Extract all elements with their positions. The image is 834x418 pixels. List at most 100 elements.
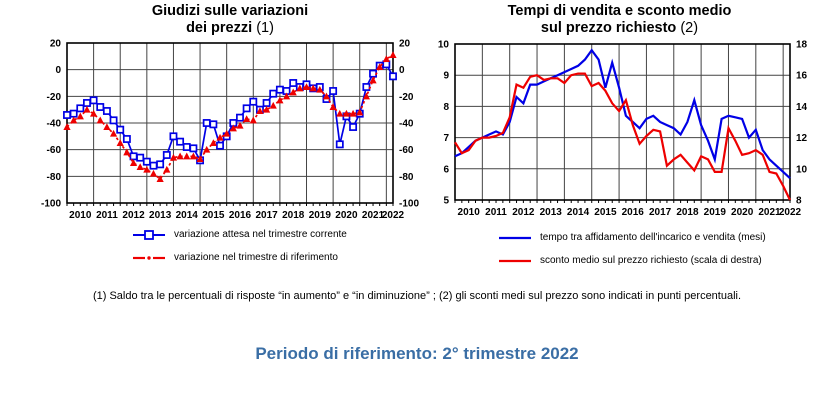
- axis-tick-label: 2011: [485, 207, 507, 218]
- axis-tick-label: -80: [47, 172, 62, 183]
- axis-tick-label: -60: [399, 145, 414, 156]
- legend-label: variazione nel trimestre di riferimento: [174, 252, 338, 263]
- axis-tick-label: 10: [438, 40, 450, 51]
- series-marker: [96, 116, 104, 124]
- series-marker: [342, 109, 351, 117]
- series-marker: [289, 79, 298, 87]
- series-marker: [282, 92, 291, 100]
- axis-tick-label: -60: [47, 145, 62, 156]
- axis-tick-label: -80: [399, 172, 414, 183]
- series-marker: [322, 92, 331, 100]
- axis-tick-label: -20: [47, 92, 62, 103]
- series-marker: [76, 104, 85, 113]
- series-marker: [256, 107, 264, 114]
- series-marker: [169, 153, 178, 161]
- series-marker: [63, 123, 71, 130]
- axis-tick-label: -20: [399, 92, 414, 103]
- series-marker: [349, 109, 357, 117]
- series-marker: [316, 85, 324, 93]
- legend-blue-line-icon: [499, 236, 531, 240]
- series-marker: [83, 99, 91, 107]
- axis-tick-label: 2013: [540, 207, 563, 218]
- series-marker: [123, 148, 131, 156]
- series-marker: [362, 92, 370, 100]
- series-marker: [389, 72, 397, 81]
- right-chart-title: Tempi di vendita e sconto medio sul prez…: [447, 3, 792, 37]
- axis-tick-label: 2014: [567, 207, 590, 218]
- left-chart-title-footref: (1): [256, 20, 274, 36]
- axis-tick-label: 2020: [335, 210, 358, 221]
- series-marker: [69, 109, 78, 118]
- axis-tick-label: 16: [796, 71, 808, 82]
- axis-tick-label: 2021: [362, 210, 385, 221]
- legend-label: tempo tra affidamento dell'incarico e ve…: [540, 232, 766, 243]
- series-marker: [116, 125, 125, 134]
- axis-tick-label: -40: [47, 119, 62, 130]
- axis-tick-label: 12: [796, 133, 808, 144]
- left-chart-canvas: 200-20-40-60-80-100200-20-40-60-80-10020…: [41, 39, 419, 222]
- axis-tick-label: 2011: [96, 210, 118, 221]
- series-marker: [382, 60, 391, 69]
- left-chart-title-line2: dei prezzi (1): [60, 20, 400, 37]
- series-marker: [262, 105, 271, 113]
- series-marker: [329, 87, 338, 95]
- left-chart-title: Giudizi sulle variazioni dei prezzi (1): [60, 3, 400, 37]
- axis-tick-label: 6: [443, 164, 449, 175]
- axis-tick-label: 7: [443, 133, 449, 144]
- series-marker: [63, 111, 71, 119]
- axis-tick-label: 2022: [779, 207, 802, 218]
- series-marker: [136, 153, 145, 162]
- legend-row: variazione nel trimestre di riferimento: [132, 253, 347, 263]
- axis-tick-label: -100: [399, 199, 419, 210]
- series-marker: [169, 132, 178, 141]
- legend-label: sconto medio sul prezzo richiesto (scala…: [540, 255, 762, 266]
- series-marker: [89, 96, 98, 105]
- series-marker: [189, 144, 198, 153]
- legend-row: sconto medio sul prezzo richiesto (scala…: [498, 256, 766, 266]
- legend-red-dashdot-icon: [133, 256, 165, 260]
- series-marker: [182, 143, 191, 151]
- series-marker: [362, 83, 371, 91]
- series-marker: [296, 84, 304, 92]
- series-marker: [335, 140, 344, 149]
- axis-tick-label: 2012: [512, 207, 535, 218]
- axis-tick-label: 2019: [309, 210, 332, 221]
- series-line: [454, 72, 791, 201]
- series-marker: [275, 85, 284, 94]
- axis-tick-label: 8: [796, 196, 802, 207]
- axis-tick-label: 2010: [69, 210, 92, 221]
- axis-tick-label: 10: [796, 164, 808, 175]
- series-marker: [143, 165, 151, 173]
- axis-tick-label: 2010: [458, 207, 481, 218]
- left-chart-legend: variazione attesa nel trimestre corrente…: [132, 230, 347, 276]
- series-marker: [183, 152, 191, 160]
- left-chart-title-text: dei prezzi: [186, 20, 253, 36]
- axis-tick-label: 2022: [382, 210, 405, 221]
- left-chart-title-line1: Giudizi sulle variazioni: [151, 3, 309, 19]
- axis-tick-label: -100: [41, 199, 61, 210]
- series-marker: [336, 109, 344, 117]
- axis-tick-label: 8: [443, 102, 449, 113]
- legend-label: variazione attesa nel trimestre corrente: [174, 229, 347, 240]
- axis-tick-label: 9: [443, 71, 449, 82]
- series-marker: [102, 107, 111, 115]
- axis-tick-label: 2016: [229, 210, 252, 221]
- series-marker: [176, 137, 185, 146]
- right-chart-title-line2: sul prezzo richiesto (2): [447, 20, 792, 37]
- series-marker: [242, 104, 251, 113]
- series-marker: [176, 152, 184, 160]
- series-marker: [202, 119, 211, 127]
- series-marker: [369, 69, 377, 78]
- axis-tick-label: 2014: [176, 210, 199, 221]
- reference-period: Periodo di riferimento: 2° trimestre 202…: [255, 344, 579, 363]
- axis-tick-label: 2021: [758, 207, 781, 218]
- axis-tick-label: 2020: [731, 207, 754, 218]
- axis-tick-label: 2015: [594, 207, 617, 218]
- axis-tick-label: 2015: [202, 210, 225, 221]
- series-marker: [229, 124, 237, 132]
- series-marker: [156, 175, 164, 182]
- axis-tick-label: 2019: [704, 207, 727, 218]
- legend-red-line-icon: [499, 259, 531, 263]
- legend-row: tempo tra affidamento dell'incarico e ve…: [498, 233, 766, 243]
